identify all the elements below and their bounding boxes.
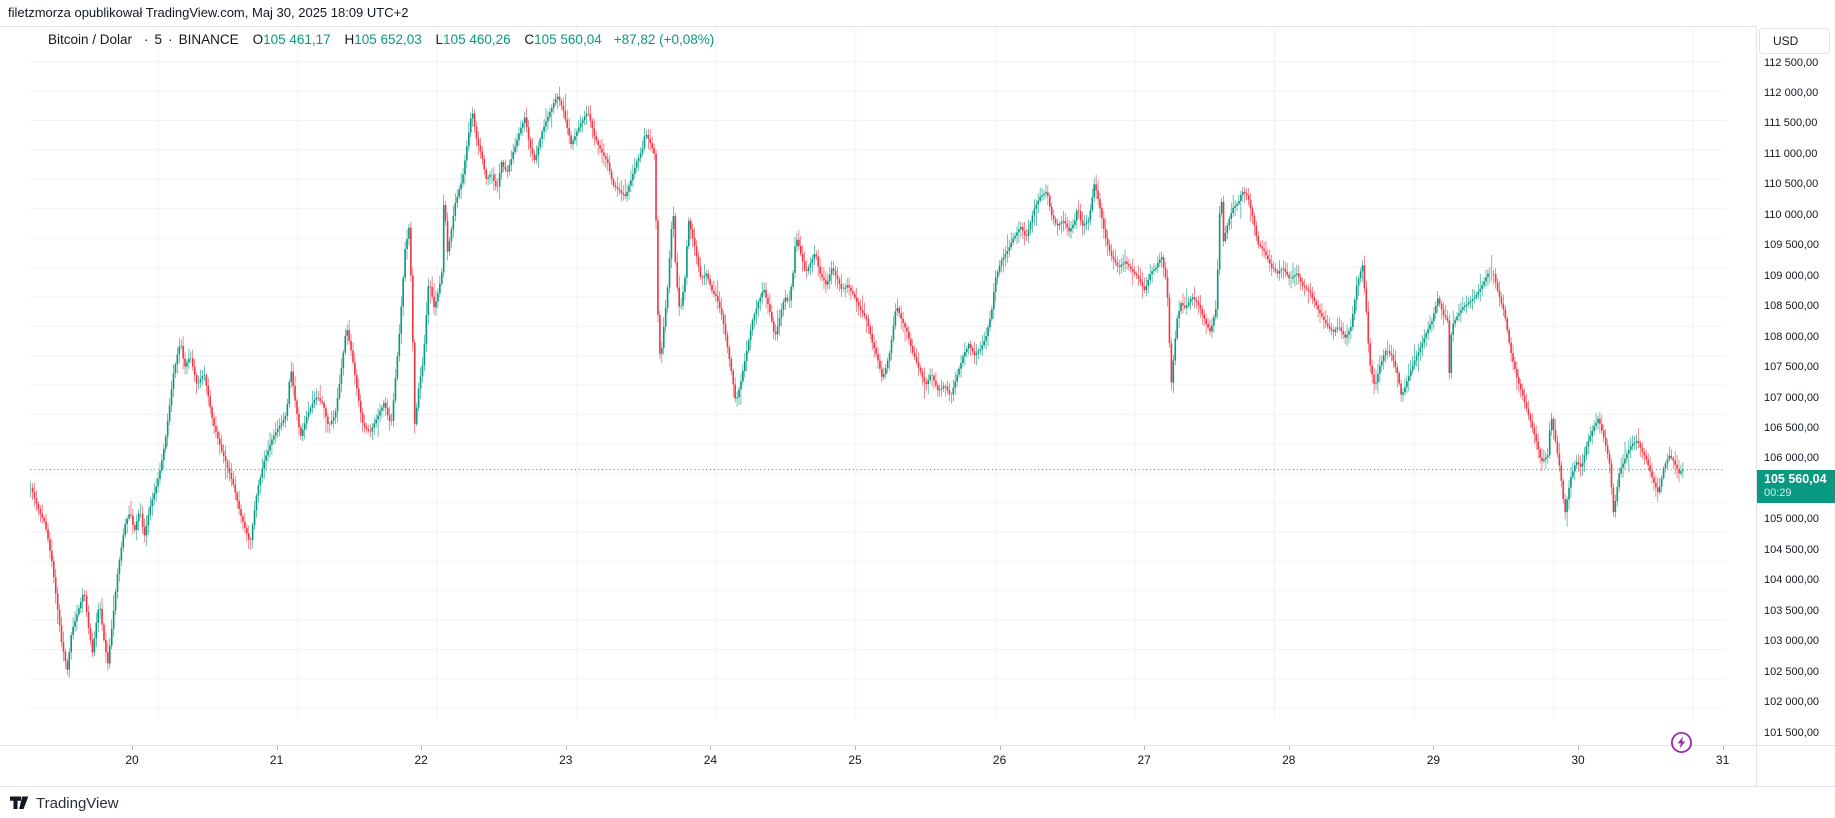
time-axis-tick <box>132 746 133 750</box>
time-axis-tick <box>1144 746 1146 750</box>
time-axis-label: 20 <box>125 753 139 767</box>
price-axis-label: 109 000,00 <box>1764 269 1820 282</box>
current-price-value: 105 560,04 <box>1764 471 1827 486</box>
price-axis-label: 104 500,00 <box>1764 543 1820 556</box>
time-axis-tick <box>565 746 567 750</box>
price-axis-label: 107 000,00 <box>1764 391 1820 404</box>
price-axis-label: 112 500,00 <box>1764 56 1819 69</box>
price-axis-label: 105 000,00 <box>1764 513 1820 526</box>
price-axis-label: 106 000,00 <box>1764 452 1820 465</box>
time-axis-tick <box>710 746 712 750</box>
time-axis-label: 31 <box>1715 753 1730 767</box>
time-axis-label: 30 <box>1571 753 1585 767</box>
time-axis-tick <box>276 746 278 750</box>
price-axis[interactable]: USD 105 560,04 00:29 101 500,00 102 000,0… <box>1757 26 1835 745</box>
price-axis-label: 108 000,00 <box>1764 330 1820 343</box>
ohlc-values: O105 461,17 H105 652,03 L105 460,26 C105… <box>253 32 612 47</box>
time-axis-label: 29 <box>1426 753 1441 767</box>
price-axis-label: 110 000,00 <box>1764 208 1819 221</box>
price-axis-label: 111 000,00 <box>1764 147 1818 160</box>
time-axis-tick <box>1578 746 1579 750</box>
time-axis-label: 22 <box>414 753 428 767</box>
price-axis-label: 103 500,00 <box>1764 604 1820 617</box>
price-axis-label: 108 500,00 <box>1764 300 1820 313</box>
price-axis-label: 111 500,00 <box>1764 117 1818 130</box>
price-axis-label: 112 000,00 <box>1764 86 1819 99</box>
pane-top-border <box>0 26 1835 27</box>
price-axis-label: 109 500,00 <box>1764 239 1820 252</box>
legend-separator: · <box>144 31 149 47</box>
tradingview-branding[interactable]: TradingView <box>10 795 119 812</box>
chart-canvas[interactable] <box>0 26 1756 745</box>
price-change: +87,82 (+0,08%) <box>613 31 715 47</box>
ohlc-close: C105 560,04 <box>524 31 602 47</box>
price-axis-left-border <box>1756 26 1757 786</box>
time-axis[interactable]: 20 21 22 23 24 25 26 27 28 29 30 31 <box>0 746 1756 786</box>
price-axis-label: 102 500,00 <box>1764 665 1820 678</box>
price-axis-label: 103 000,00 <box>1764 635 1820 648</box>
ohlc-high: H105 652,03 <box>344 31 422 47</box>
time-axis-tick <box>999 746 1001 750</box>
attribution-text: filetzmorza opublikował TradingView.com,… <box>8 5 409 20</box>
legend-separator: · <box>168 31 173 47</box>
price-axis-label: 106 500,00 <box>1764 421 1820 434</box>
time-axis-label: 21 <box>269 753 284 767</box>
price-axis-label: 101 500,00 <box>1764 726 1820 739</box>
tradingview-logo-icon <box>10 796 29 809</box>
time-axis-top-border <box>0 745 1835 746</box>
time-axis-label: 28 <box>1282 753 1296 767</box>
exchange-name[interactable]: BINANCE <box>178 31 239 47</box>
price-axis-label: 102 000,00 <box>1764 696 1820 709</box>
currency-selector[interactable]: USD <box>1759 28 1830 54</box>
time-axis-label: 23 <box>559 753 573 767</box>
price-axis-label: 104 000,00 <box>1764 574 1820 587</box>
tradingview-logo-text: TradingView <box>36 795 119 812</box>
price-axis-label: 107 500,00 <box>1764 361 1820 374</box>
time-axis-tick <box>1288 746 1290 750</box>
time-axis-tick <box>421 746 423 750</box>
symbol-name[interactable]: Bitcoin / Dolar <box>48 31 133 47</box>
time-axis-bottom-border <box>0 786 1835 787</box>
ohlc-open: O105 461,17 <box>252 31 331 47</box>
ohlc-low: L105 460,26 <box>435 31 511 47</box>
interval-value[interactable]: 5 <box>154 31 163 47</box>
time-axis-label: 26 <box>992 753 1007 767</box>
time-axis-tick <box>1433 746 1435 750</box>
current-price-label: 105 560,04 00:29 <box>1757 469 1835 503</box>
time-axis-label: 27 <box>1137 753 1151 767</box>
time-axis-label: 25 <box>848 753 862 767</box>
lightning-icon[interactable] <box>1670 731 1693 754</box>
price-axis-label: 110 500,00 <box>1764 178 1819 191</box>
time-axis-tick <box>1722 746 1724 750</box>
time-axis-tick <box>855 746 856 750</box>
symbol-legend[interactable]: Bitcoin / Dolar · 5 · BINANCE O105 461,1… <box>48 31 714 47</box>
bar-countdown: 00:29 <box>1764 486 1792 499</box>
time-axis-label: 24 <box>703 753 718 767</box>
